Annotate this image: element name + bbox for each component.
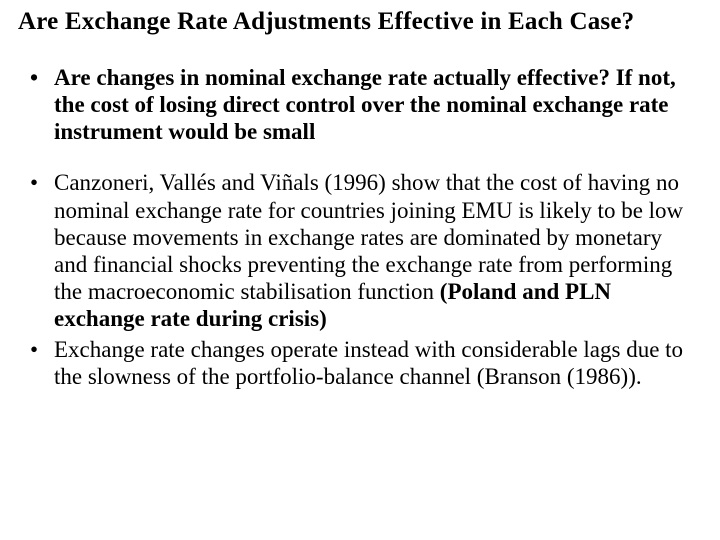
bullet-3: Exchange rate changes operate instead wi… xyxy=(28,336,692,390)
slide-title: Are Exchange Rate Adjustments Effective … xyxy=(18,8,692,36)
bullet-2: Canzoneri, Vallés and Viñals (1996) show… xyxy=(28,169,692,332)
bullet-1: Are changes in nominal exchange rate act… xyxy=(28,64,692,145)
bullet-list: Are changes in nominal exchange rate act… xyxy=(28,64,692,390)
